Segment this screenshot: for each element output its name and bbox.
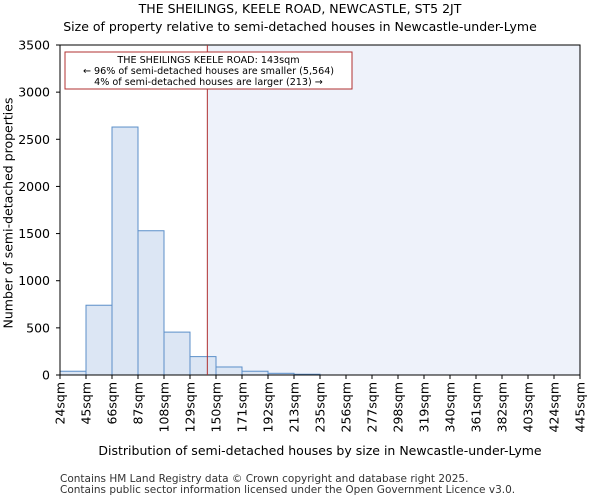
x-tick-label: 108sqm	[157, 382, 172, 432]
x-tick-label: 403sqm	[521, 382, 536, 432]
y-tick-label: 1000	[18, 273, 50, 288]
x-tick-label: 66sqm	[105, 382, 120, 425]
x-tick-label: 445sqm	[573, 382, 588, 432]
bar-108sqm	[163, 331, 191, 376]
y-tick-label: 1500	[18, 226, 50, 241]
bar-87sqm	[137, 230, 165, 376]
bar-150sqm	[215, 366, 243, 376]
y-tick-label: 2000	[18, 179, 50, 194]
x-tick-label: 45sqm	[79, 382, 94, 425]
chart-title: THE SHEILINGS, KEELE ROAD, NEWCASTLE, ST…	[138, 1, 462, 16]
x-tick-label: 340sqm	[443, 382, 458, 432]
x-tick-label: 171sqm	[235, 382, 250, 432]
footer-line-2: Contains public sector information licen…	[60, 484, 516, 496]
y-tick-label: 2500	[18, 132, 50, 147]
x-tick-label: 319sqm	[417, 382, 432, 432]
y-tick-label: 0	[42, 368, 50, 383]
y-tick-label: 3000	[18, 85, 50, 100]
larger-region-highlight	[207, 45, 581, 375]
x-tick-label: 382sqm	[495, 382, 510, 432]
y-tick-label: 3500	[18, 38, 50, 53]
x-tick-label: 213sqm	[287, 382, 302, 432]
footer-line-1: Contains HM Land Registry data © Crown c…	[60, 473, 469, 485]
bar-45sqm	[85, 304, 113, 376]
x-tick-label: 24sqm	[53, 382, 68, 425]
x-tick-label: 361sqm	[469, 382, 484, 432]
x-axis-label: Distribution of semi-detached houses by …	[98, 443, 542, 458]
x-ticks-group: 24sqm 45sqm 66sqm 87sqm 108sqm 129sqm 150sqm 17…	[53, 375, 588, 432]
bar-24sqm	[59, 370, 87, 376]
x-tick-label: 192sqm	[261, 382, 276, 432]
x-tick-label: 298sqm	[391, 382, 406, 432]
x-tick-label: 87sqm	[131, 382, 146, 425]
annotation-box: THE SHEILINGS KEELE ROAD: 143sqm ← 96% o…	[64, 51, 353, 90]
annotation-frame	[64, 51, 353, 90]
y-ticks-group: 0 500 1000 1500 2000 2500 3000 3500	[18, 38, 60, 383]
bar-171sqm	[241, 370, 269, 376]
x-tick-label: 150sqm	[209, 382, 224, 432]
x-tick-label: 256sqm	[339, 382, 354, 432]
x-tick-label: 424sqm	[547, 382, 562, 432]
bar-66sqm	[111, 126, 139, 376]
chart-subtitle: Size of property relative to semi-detach…	[63, 19, 537, 34]
bar-129sqm	[189, 356, 217, 376]
x-tick-label: 129sqm	[183, 382, 198, 432]
annotation-line-3: 4% of semi-detached houses are larger (2…	[94, 77, 323, 88]
x-tick-label: 277sqm	[365, 382, 380, 432]
y-tick-label: 500	[26, 320, 50, 335]
annotation-line-1: THE SHEILINGS KEELE ROAD: 143sqm	[116, 55, 299, 66]
x-tick-label: 235sqm	[313, 382, 328, 432]
annotation-line-2: ← 96% of semi-detached houses are smalle…	[83, 66, 334, 77]
